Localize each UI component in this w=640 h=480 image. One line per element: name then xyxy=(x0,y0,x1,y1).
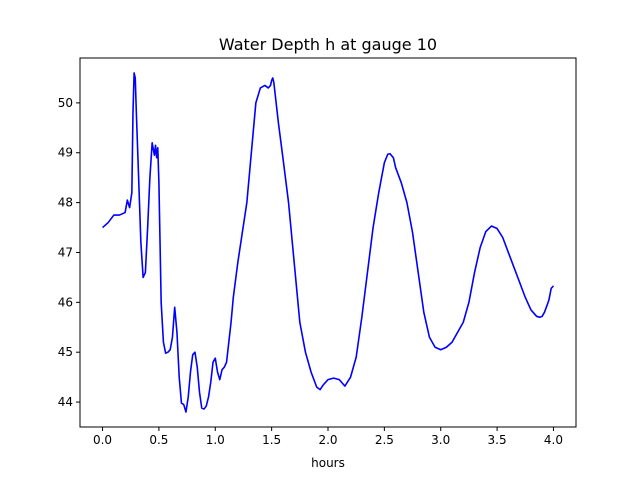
y-tick-label: 50 xyxy=(58,96,73,110)
x-tick-label: 4.0 xyxy=(544,433,563,447)
x-axis-label: hours xyxy=(311,456,345,470)
x-tick-label: 0.0 xyxy=(93,433,112,447)
y-tick-label: 48 xyxy=(58,196,73,210)
y-tick-label: 49 xyxy=(58,146,73,160)
chart-title: Water Depth h at gauge 10 xyxy=(219,35,437,54)
x-tick-label: 1.5 xyxy=(262,433,281,447)
x-tick-label: 1.0 xyxy=(206,433,225,447)
y-tick-label: 46 xyxy=(58,295,73,309)
x-tick-label: 3.0 xyxy=(431,433,450,447)
y-tick-label: 45 xyxy=(58,345,73,359)
y-axis: 44 45 46 47 48 49 50 xyxy=(58,96,80,409)
series-line xyxy=(102,72,555,413)
x-tick-label: 2.5 xyxy=(375,433,394,447)
x-axis: 0.0 0.5 1.0 1.5 2.0 2.5 3.0 3.5 4.0 xyxy=(93,427,563,447)
x-tick-label: 3.5 xyxy=(488,433,507,447)
y-tick-label: 44 xyxy=(58,395,73,409)
series-layer xyxy=(102,72,555,413)
y-tick-label: 47 xyxy=(58,245,73,259)
x-tick-label: 2.0 xyxy=(318,433,337,447)
x-tick-label: 0.5 xyxy=(149,433,168,447)
